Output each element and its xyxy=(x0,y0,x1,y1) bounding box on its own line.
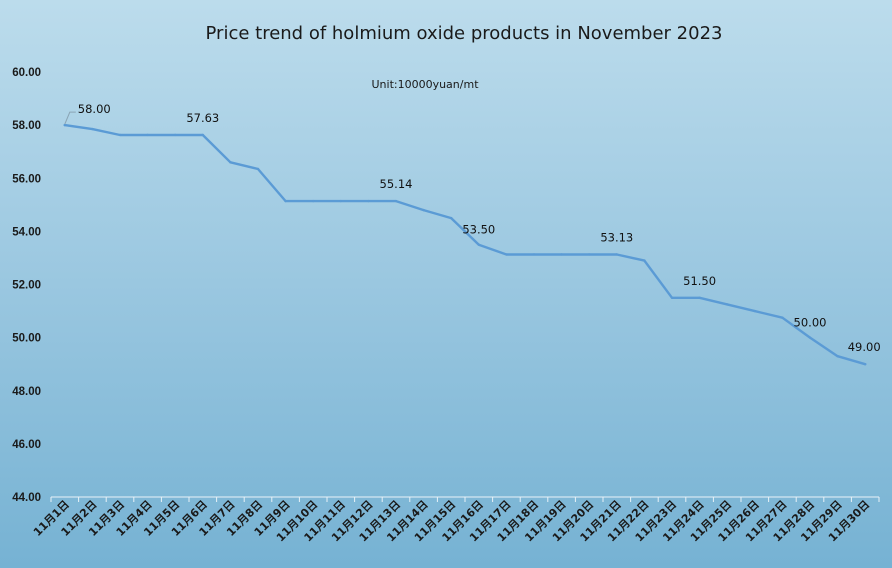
data-point xyxy=(477,243,480,246)
data-point xyxy=(63,123,66,127)
data-point xyxy=(174,133,177,137)
y-tick-label: 44.00 xyxy=(12,492,41,504)
x-axis: 11月1日11月2日11月3日11月4日11月5日11月6日11月7日11月8日… xyxy=(31,496,880,544)
data-label: 55.14 xyxy=(380,177,413,191)
unit-label: Unit:10000yuan/mt xyxy=(371,78,479,91)
y-axis: 44.00 46.00 48.00 50.00 52.00 54.00 56.00 58.00… xyxy=(12,67,41,504)
price-series xyxy=(63,123,867,366)
chart-title: Price trend of holmium oxide products in… xyxy=(206,23,723,44)
data-point xyxy=(698,296,701,299)
data-label: 53.13 xyxy=(600,230,633,244)
data-point xyxy=(864,362,867,366)
data-point xyxy=(394,199,398,203)
data-label: 58.00 xyxy=(78,102,111,116)
data-point xyxy=(560,253,563,256)
y-tick-label: 50.00 xyxy=(12,333,41,345)
data-point xyxy=(201,133,204,137)
data-point xyxy=(588,253,591,256)
data-point xyxy=(229,161,232,164)
data-point xyxy=(118,133,122,137)
data-point xyxy=(450,216,453,220)
y-tick-label: 54.00 xyxy=(12,226,41,238)
data-point xyxy=(312,199,315,203)
data-point xyxy=(367,199,370,203)
data-point xyxy=(422,208,425,212)
data-label: 57.63 xyxy=(186,111,219,125)
data-point xyxy=(339,199,342,203)
data-label: 51.50 xyxy=(683,274,716,288)
y-tick-label: 56.00 xyxy=(12,173,41,185)
data-point xyxy=(726,303,729,306)
data-point xyxy=(91,127,94,131)
data-point xyxy=(284,199,287,203)
data-point xyxy=(146,133,149,137)
y-tick-label: 60.00 xyxy=(12,67,41,79)
data-label: 50.00 xyxy=(794,316,827,330)
series-line xyxy=(63,123,867,366)
data-point xyxy=(505,253,508,256)
data-point xyxy=(836,355,839,358)
leader-line xyxy=(64,111,76,125)
data-point xyxy=(670,296,674,299)
data-point xyxy=(781,316,784,319)
y-tick-label: 58.00 xyxy=(12,120,41,132)
data-point xyxy=(643,259,646,262)
data-label: 53.50 xyxy=(462,223,495,237)
data-point xyxy=(808,336,812,339)
data-point xyxy=(532,253,536,256)
y-tick-label: 48.00 xyxy=(12,386,41,398)
data-labels: 58.00 57.63 55.14 53.50 53.13 51.50 50.00 49.00 xyxy=(64,102,881,354)
data-point xyxy=(753,309,756,313)
data-label: 49.00 xyxy=(848,340,881,354)
data-point xyxy=(615,253,618,256)
data-point xyxy=(256,167,260,171)
y-tick-label: 46.00 xyxy=(12,439,41,451)
y-tick-label: 52.00 xyxy=(12,280,41,292)
